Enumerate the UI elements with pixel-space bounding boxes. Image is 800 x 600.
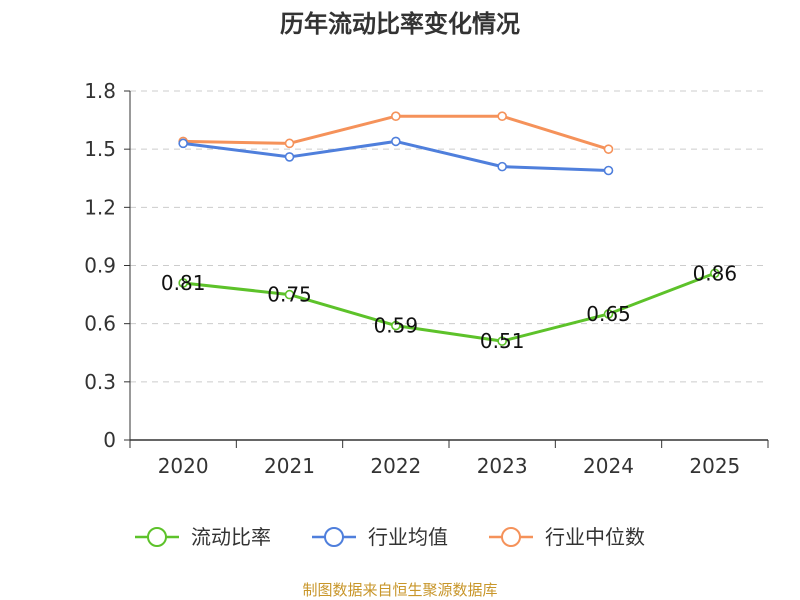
y-tick-label: 1.2 [84, 195, 116, 219]
data-label: 0.51 [480, 329, 525, 353]
legend-item[interactable]: 流动比率 [135, 525, 271, 549]
data-label: 0.86 [693, 261, 738, 285]
data-point [391, 320, 401, 331]
legend-marker [324, 527, 344, 547]
x-tick-label: 2024 [583, 454, 634, 478]
legend-label: 行业中位数 [545, 525, 645, 549]
axes: 0 0.3 0.6 0.9 1.2 1.5 1.8 2020 2021 2022 2023 2024 2… [84, 79, 769, 478]
y-tick-label: 0 [103, 428, 116, 452]
x-tick-label: 2023 [477, 454, 528, 478]
y-tick-label: 1.8 [84, 79, 116, 103]
x-tick-label: 2022 [370, 454, 421, 478]
data-point [284, 138, 295, 149]
data-point [284, 152, 295, 162]
y-tick-label: 0.3 [84, 370, 116, 394]
y-tick-label: 0.6 [84, 312, 116, 336]
data-point [391, 111, 401, 122]
data-point [603, 309, 614, 319]
y-tick-label: 1.5 [84, 137, 116, 161]
data-point [284, 289, 295, 300]
chart-title: 历年流动比率变化情况 [280, 10, 520, 38]
x-tick-label: 2020 [158, 454, 209, 478]
series-lines [178, 111, 720, 346]
x-tick-label: 2025 [689, 454, 740, 478]
data-point [497, 161, 507, 172]
data-point [603, 165, 614, 176]
legend-label: 流动比率 [191, 525, 271, 549]
legend-marker [147, 527, 167, 547]
data-point [178, 278, 188, 288]
series-line [183, 271, 716, 343]
data-label: 0.65 [586, 302, 631, 326]
data-point [391, 136, 401, 147]
legend-item[interactable]: 行业中位数 [489, 525, 645, 549]
data-point [178, 138, 188, 149]
legend[interactable]: 流动比率 行业均值 行业中位数 [135, 525, 645, 549]
data-point [603, 144, 614, 154]
data-labels: 0.81 0.75 0.59 0.51 0.65 0.86 [161, 261, 737, 353]
x-tick-label: 2021 [264, 454, 315, 478]
grid-lines [130, 90, 768, 383]
data-label: 0.59 [374, 314, 419, 338]
legend-label: 行业均值 [368, 525, 448, 549]
data-label: 0.75 [267, 283, 312, 307]
data-point [497, 111, 507, 122]
y-tick-label: 0.9 [84, 254, 116, 278]
legend-marker [501, 527, 521, 547]
legend-item[interactable]: 行业均值 [312, 525, 448, 549]
data-point [497, 336, 507, 346]
data-point [710, 268, 720, 279]
source-note: 制图数据来自恒生聚源数据库 [302, 581, 497, 599]
data-label: 0.81 [161, 271, 206, 295]
